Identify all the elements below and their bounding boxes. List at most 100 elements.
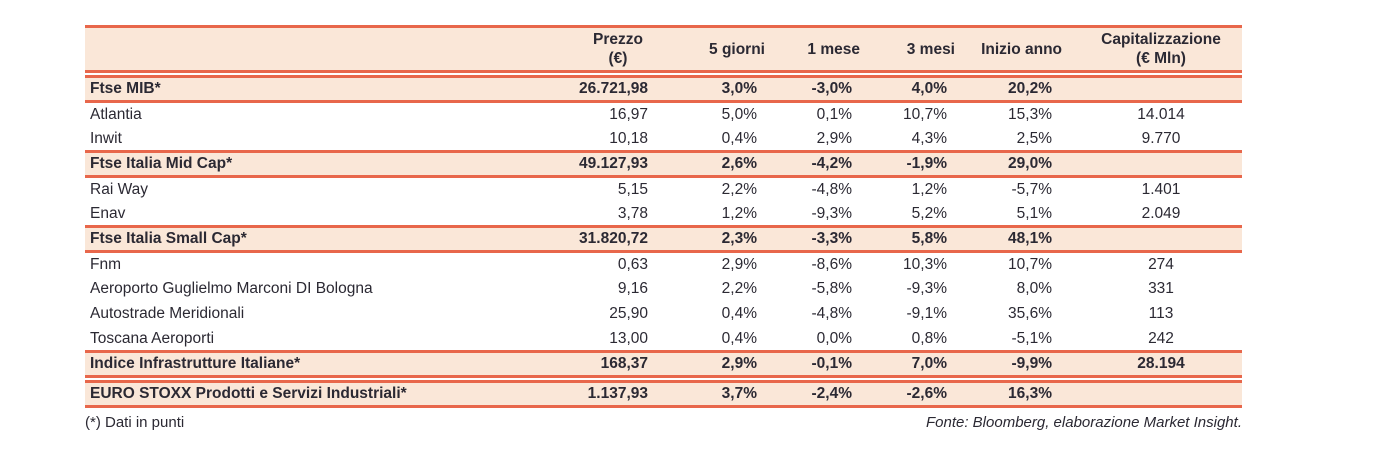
performance-table-container: Prezzo (€) 5 giorni 1 mese 3 mesi Inizio … — [85, 25, 1242, 408]
column-header-instrument — [85, 25, 560, 73]
price-cell: 0,63 — [617, 256, 648, 273]
price-cell: 10,18 — [609, 129, 648, 147]
source-credit: Fonte: Bloomberg, elaborazione Market In… — [925, 414, 1242, 431]
change-3m-cell: 0,8% — [911, 329, 947, 347]
capitalization-cell: 242 — [1148, 329, 1174, 347]
column-header-capitalizzazione: Capitalizzazione (€ Mln) — [1080, 25, 1242, 73]
capitalization-cell: 2.049 — [1141, 204, 1181, 222]
change-ytd-cell: 20,2% — [965, 75, 1080, 103]
instrument-name-cell: Ftse Italia Mid Cap* — [85, 150, 560, 178]
price-cell: 49.127,93 — [560, 150, 660, 178]
price-cell: 25,90 — [609, 305, 648, 323]
column-header-5-giorni: 5 giorni — [660, 25, 775, 73]
column-header-sublabel: (€) — [608, 50, 628, 67]
table-footnote-bar: (*) Dati in punti Fonte: Bloomberg, elab… — [85, 414, 1242, 431]
table-row: Ftse Italia Mid Cap* 49.127,93 2,6% -4,2… — [85, 150, 1242, 178]
price-cell: 13,00 — [609, 329, 648, 347]
performance-table: Prezzo (€) 5 giorni 1 mese 3 mesi Inizio … — [85, 25, 1242, 408]
change-3m-cell: -9,1% — [906, 305, 948, 323]
change-5d-cell: 0,4% — [721, 129, 757, 147]
change-3m-cell: -1,9% — [870, 150, 965, 178]
capitalization-cell — [1080, 75, 1242, 103]
price-cell: 3,78 — [617, 204, 648, 222]
instrument-name-cell: Indice Infrastrutture Italiane* — [85, 350, 560, 378]
change-1m-cell: -9,3% — [811, 204, 853, 222]
column-header-label: Prezzo — [593, 31, 643, 48]
change-3m-cell: 10,7% — [903, 106, 947, 123]
change-ytd-cell: -5,7% — [1011, 181, 1053, 198]
change-5d-cell: 0,4% — [721, 305, 757, 323]
change-3m-cell: 4,3% — [911, 129, 947, 147]
capitalization-cell: 28.194 — [1080, 350, 1242, 378]
change-5d-cell: 3,7% — [660, 380, 775, 408]
change-1m-cell: -3,3% — [775, 225, 870, 253]
table-row: EURO STOXX Prodotti e Servizi Industrial… — [85, 380, 1242, 408]
change-3m-cell: 4,0% — [870, 75, 965, 103]
change-5d-cell: 1,2% — [721, 204, 757, 222]
capitalization-cell: 14.014 — [1137, 106, 1185, 123]
change-5d-cell: 2,9% — [721, 256, 757, 273]
change-3m-cell: 1,2% — [911, 181, 947, 198]
header-row: Prezzo (€) 5 giorni 1 mese 3 mesi Inizio … — [85, 25, 1242, 73]
instrument-name-cell: Fnm — [90, 256, 121, 273]
change-ytd-cell: 8,0% — [1016, 280, 1052, 298]
footnote-dati-in-punti: (*) Dati in punti — [85, 414, 185, 431]
price-cell: 5,15 — [617, 181, 648, 198]
column-header-label: 5 giorni — [709, 40, 765, 58]
change-5d-cell: 2,9% — [660, 350, 775, 378]
capitalization-cell — [1080, 225, 1242, 253]
price-cell: 1.137,93 — [560, 380, 660, 408]
change-1m-cell: -2,4% — [775, 380, 870, 408]
table-row: Toscana Aeroporti 13,00 0,4% 0,0% 0,8% -… — [85, 327, 1242, 352]
change-1m-cell: -5,8% — [811, 280, 853, 298]
instrument-name-cell: Rai Way — [90, 181, 148, 198]
change-1m-cell: -0,1% — [775, 350, 870, 378]
capitalization-cell — [1080, 150, 1242, 178]
price-cell: 16,97 — [609, 106, 648, 123]
change-3m-cell: -2,6% — [870, 380, 965, 408]
instrument-name-cell: Ftse Italia Small Cap* — [85, 225, 560, 253]
table-row: Aeroporto Guglielmo Marconi DI Bologna 9… — [85, 277, 1242, 302]
price-cell: 168,37 — [560, 350, 660, 378]
change-ytd-cell: -5,1% — [1011, 329, 1053, 347]
capitalization-cell: 9.770 — [1141, 129, 1181, 147]
change-ytd-cell: 48,1% — [965, 225, 1080, 253]
table-row: Atlantia 16,97 5,0% 0,1% 10,7% 15,3% 14.… — [85, 102, 1242, 127]
change-ytd-cell: 5,1% — [1016, 204, 1052, 222]
change-5d-cell: 2,2% — [721, 280, 757, 298]
change-1m-cell: 2,9% — [816, 129, 852, 147]
change-ytd-cell: 10,7% — [1008, 256, 1052, 273]
capitalization-cell — [1080, 380, 1242, 408]
change-5d-cell: 0,4% — [721, 329, 757, 347]
capitalization-cell: 274 — [1148, 256, 1174, 273]
change-ytd-cell: 29,0% — [965, 150, 1080, 178]
instrument-name-cell: Enav — [90, 204, 126, 222]
change-1m-cell: -4,8% — [811, 181, 853, 198]
column-header-label: 1 mese — [807, 40, 860, 58]
table-row: Autostrade Meridionali 25,90 0,4% -4,8% … — [85, 302, 1242, 327]
change-5d-cell: 3,0% — [660, 75, 775, 103]
change-ytd-cell: 16,3% — [965, 380, 1080, 408]
table-row: Indice Infrastrutture Italiane* 168,37 2… — [85, 350, 1242, 378]
change-1m-cell: 0,1% — [816, 106, 852, 123]
change-ytd-cell: 2,5% — [1016, 129, 1052, 147]
change-3m-cell: 7,0% — [870, 350, 965, 378]
table-row: Ftse Italia Small Cap* 31.820,72 2,3% -3… — [85, 225, 1242, 253]
table-row: Ftse MIB* 26.721,98 3,0% -3,0% 4,0% 20,2… — [85, 75, 1242, 103]
table-body: Ftse MIB* 26.721,98 3,0% -3,0% 4,0% 20,2… — [85, 72, 1242, 408]
price-cell: 9,16 — [617, 280, 648, 298]
column-header-label: 3 mesi — [906, 40, 955, 58]
instrument-name-cell: Toscana Aeroporti — [90, 329, 215, 347]
capitalization-cell: 1.401 — [1141, 181, 1181, 198]
change-3m-cell: 10,3% — [903, 256, 947, 273]
change-1m-cell: -4,2% — [775, 150, 870, 178]
change-1m-cell: 0,0% — [816, 329, 852, 347]
price-cell: 26.721,98 — [560, 75, 660, 103]
column-header-prezzo: Prezzo (€) — [560, 25, 660, 73]
column-header-3-mesi: 3 mesi — [870, 25, 965, 73]
column-header-label: Inizio anno — [981, 40, 1062, 58]
instrument-name-cell: Autostrade Meridionali — [90, 305, 245, 323]
table-row: Fnm 0,63 2,9% -8,6% 10,3% 10,7% 274 — [85, 252, 1242, 277]
change-1m-cell: -3,0% — [775, 75, 870, 103]
price-cell: 31.820,72 — [560, 225, 660, 253]
